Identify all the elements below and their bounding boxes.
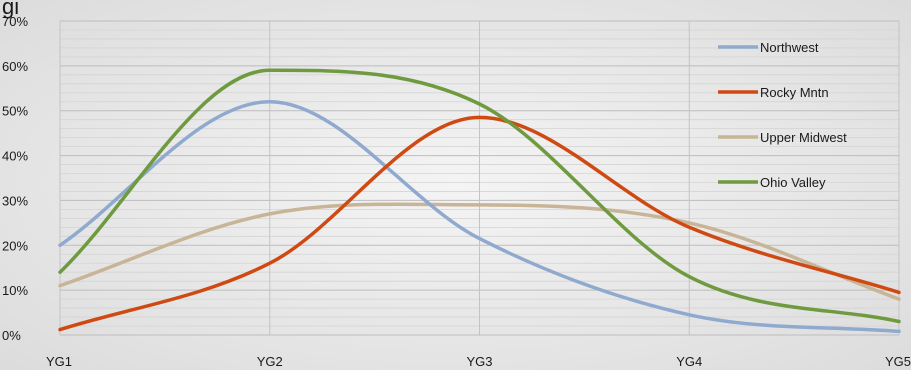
y-tick-label: 0% xyxy=(2,328,21,343)
legend-label-northwest: Northwest xyxy=(760,40,819,55)
y-tick-label: 60% xyxy=(2,59,28,74)
series-line-rocky-mntn xyxy=(58,115,901,332)
y-tick-label: 50% xyxy=(2,104,28,119)
series-lines xyxy=(58,68,901,334)
x-axis-ticks: YG1 YG2 YG3 YG4 YG5 xyxy=(46,354,911,369)
x-tick-label: YG1 xyxy=(46,354,72,369)
x-tick-label: YG2 xyxy=(257,354,283,369)
y-tick-label: 20% xyxy=(2,238,28,253)
legend-label-upper-midwest: Upper Midwest xyxy=(760,130,847,145)
x-tick-label: YG4 xyxy=(676,354,702,369)
series-line-northwest xyxy=(58,99,901,334)
x-tick-label: YG5 xyxy=(885,354,911,369)
series-line-upper-midwest xyxy=(58,202,901,301)
y-tick-label: 70% xyxy=(2,14,28,29)
major-gridlines xyxy=(59,20,900,336)
x-tick-label: YG3 xyxy=(466,354,492,369)
chart-title: gi xyxy=(2,0,19,19)
legend: Northwest Rocky Mntn Upper Midwest Ohio Val… xyxy=(718,40,847,190)
y-axis-ticks: 0% 10% 20% 30% 40% 50% 60% 70% xyxy=(2,14,28,343)
y-tick-label: 40% xyxy=(2,149,28,164)
y-tick-label: 30% xyxy=(2,193,28,208)
series-line-ohio-valley xyxy=(58,68,901,324)
y-tick-label: 10% xyxy=(2,283,28,298)
legend-label-rocky-mntn: Rocky Mntn xyxy=(760,85,829,100)
legend-label-ohio-valley: Ohio Valley xyxy=(760,175,826,190)
